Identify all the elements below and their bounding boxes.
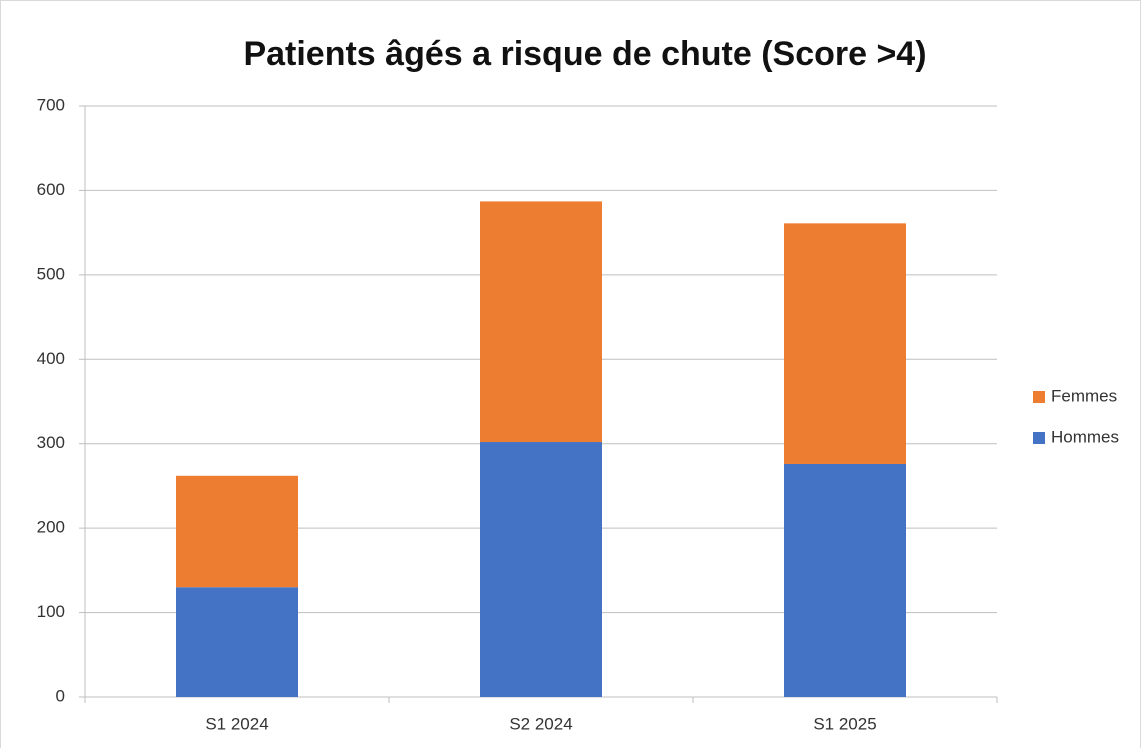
x-tick-label: S1 2024: [205, 714, 268, 733]
bar-segment: [480, 201, 602, 443]
y-tick-label: 200: [37, 518, 65, 537]
y-tick-label: 600: [37, 180, 65, 199]
bar-segment: [784, 463, 906, 697]
y-tick-label: 300: [37, 433, 65, 452]
legend-label: Hommes: [1051, 427, 1119, 446]
bar-segment: [480, 442, 602, 697]
x-tick-label: S2 2024: [509, 714, 572, 733]
legend-swatch: [1033, 432, 1045, 444]
x-tick-label: S1 2025: [813, 714, 876, 733]
y-tick-label: 700: [37, 95, 65, 114]
bar-segment: [176, 587, 298, 697]
bar-segment: [784, 223, 906, 464]
y-tick-label: 0: [56, 686, 65, 705]
bar-segment: [176, 475, 298, 588]
legend-swatch: [1033, 391, 1045, 403]
legend-label: Femmes: [1051, 386, 1117, 405]
chart-title: Patients âgés a risque de chute (Score >…: [243, 35, 926, 73]
y-tick-label: 100: [37, 602, 65, 621]
y-tick-label: 400: [37, 349, 65, 368]
y-tick-label: 500: [37, 264, 65, 283]
